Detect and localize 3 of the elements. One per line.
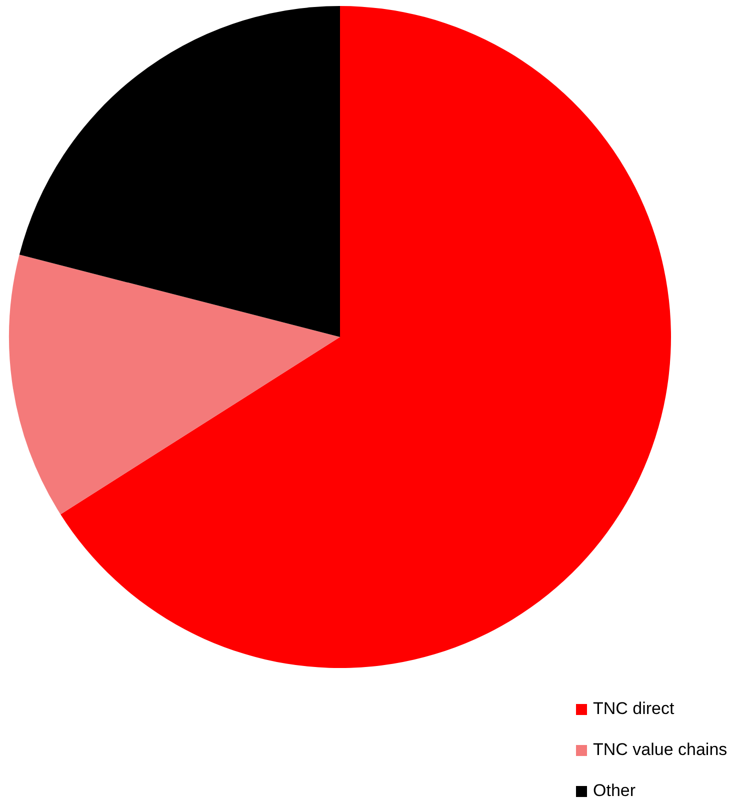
legend-label: TNC direct	[593, 699, 674, 719]
legend-label: TNC value chains	[593, 740, 728, 760]
legend-label: Other	[593, 781, 636, 801]
